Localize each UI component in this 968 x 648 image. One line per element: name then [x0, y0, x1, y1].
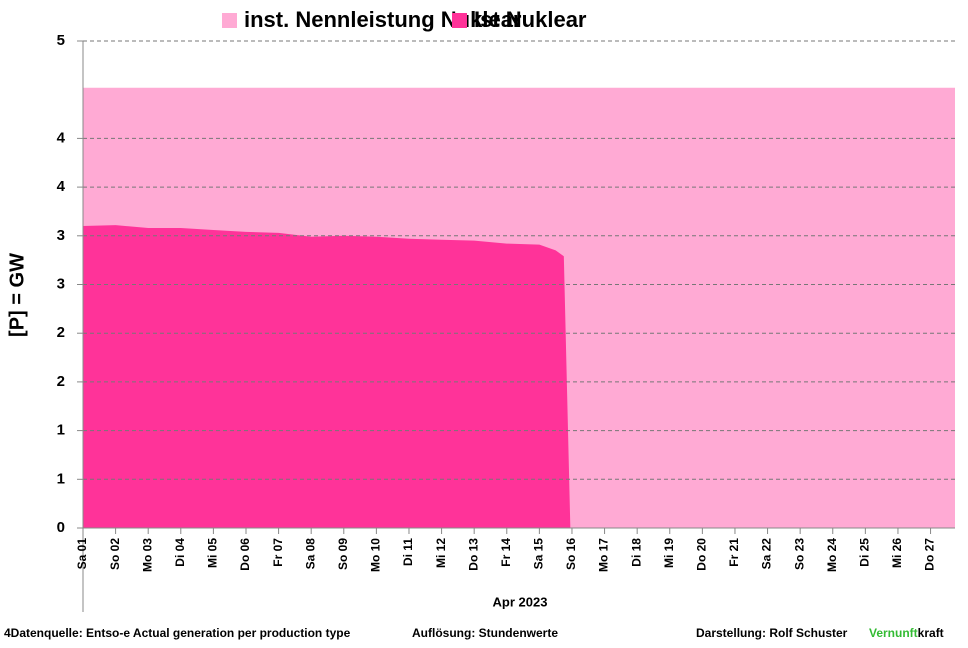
source: 4Datenquelle: Entso-e Actual generation …	[4, 626, 351, 640]
y-tick-label: 5	[57, 32, 65, 49]
y-tick-label: 1	[57, 422, 65, 439]
resolution: Auflösung: Stundenwerte	[412, 626, 558, 640]
x-tick-label: Di 04	[173, 538, 187, 567]
brand-green: Vernunft	[869, 626, 918, 640]
x-tick-label: So 16	[564, 538, 578, 570]
x-tick-label: Sa 01	[75, 538, 89, 570]
x-tick-label: Di 18	[629, 538, 643, 567]
y-tick-label: 2	[57, 373, 65, 390]
x-axis-label: Apr 2023	[493, 594, 548, 609]
brand-black: kraft	[918, 626, 944, 640]
legend-label: inst. Nennleistung Nuklear	[244, 7, 522, 32]
y-tick-label: 4	[57, 178, 66, 195]
x-tick-label: Do 27	[923, 538, 937, 571]
x-tick-label: Mo 10	[369, 538, 383, 572]
x-tick-label: Fr 07	[271, 538, 285, 567]
x-tick-label: Mi 12	[434, 538, 448, 568]
legend-label: Ist Nuklear	[474, 7, 587, 32]
legend-swatch	[452, 13, 467, 28]
y-tick-label: 0	[57, 519, 65, 536]
x-tick-label: Mi 26	[890, 538, 904, 568]
x-tick-label: Mo 17	[597, 538, 611, 572]
brand: Vernunftkraft	[869, 626, 944, 640]
author: Darstellung: Rolf Schuster	[696, 626, 848, 640]
x-tick-label: Sa 15	[532, 538, 546, 570]
y-tick-label: 3	[57, 275, 65, 292]
y-tick-label: 2	[57, 324, 65, 341]
x-tick-label: Mi 05	[206, 538, 220, 568]
y-tick-label: 3	[57, 227, 65, 244]
x-tick-label: Do 20	[695, 538, 709, 571]
x-tick-label: Mi 19	[662, 538, 676, 568]
x-tick-label: Mo 24	[825, 538, 839, 572]
x-tick-label: Sa 22	[760, 538, 774, 570]
x-tick-label: So 02	[108, 538, 122, 570]
y-axis-label: [P] = GW	[6, 253, 28, 337]
x-tick-label: Di 11	[401, 538, 415, 566]
x-tick-label: Fr 14	[499, 538, 513, 567]
x-tick-label: Sa 08	[303, 538, 317, 570]
x-tick-label: So 23	[792, 538, 806, 570]
area	[83, 225, 571, 528]
x-tick-label: So 09	[336, 538, 350, 570]
x-tick-label: Fr 21	[727, 538, 741, 567]
x-tick-label: Do 06	[238, 538, 252, 571]
y-tick-label: 1	[57, 470, 65, 487]
y-tick-label: 4	[57, 129, 66, 146]
x-tick-label: Di 25	[858, 538, 872, 567]
x-tick-label: Mo 03	[140, 538, 154, 572]
x-tick-label: Do 13	[466, 538, 480, 571]
legend-swatch	[222, 13, 237, 28]
